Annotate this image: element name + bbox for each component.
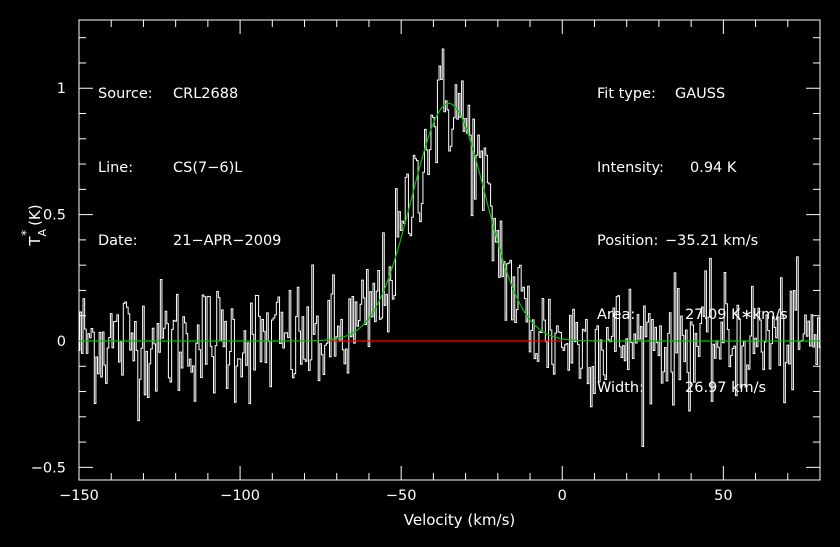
plot-frame — [78, 19, 821, 481]
x-axis-label: Velocity (km/s) — [404, 511, 515, 529]
y-label-sub: A — [36, 228, 49, 236]
info-value: 27.09 K∗km/s — [685, 306, 788, 323]
y-tick-label: −0.5 — [31, 460, 66, 476]
info-value: CRL2688 — [173, 86, 239, 102]
info-key: Width: — [597, 380, 645, 396]
info-source: Source: CRL2688 — [98, 82, 281, 107]
info-date: Date: 21−APR−2009 — [98, 229, 281, 254]
y-tick-label: 0 — [57, 334, 66, 350]
info-value: 21−APR−2009 — [173, 233, 282, 249]
x-tick-label: −50 — [386, 488, 417, 504]
y-label-main: T — [26, 236, 44, 247]
info-key: Fit type: — [597, 86, 656, 102]
info-value: 0.94 K — [690, 159, 737, 176]
info-width: Width: 26.97 km/s — [597, 376, 788, 401]
info-key: Line: — [98, 159, 134, 176]
gaussian-fit-line — [79, 102, 820, 342]
info-right: Fit type: GAUSS Intensity: 0.94 K Position… — [597, 33, 788, 425]
y-tick-label: 0.5 — [43, 208, 66, 224]
info-area: Area: 27.09 K∗km/s — [597, 303, 788, 328]
info-value: CS(7−6)L — [173, 159, 243, 176]
info-position: Position: −35.21 km/s — [597, 229, 788, 254]
info-key: Source: — [98, 86, 153, 102]
info-key: Intensity: — [597, 159, 664, 176]
info-value: 26.97 km/s — [685, 380, 767, 396]
y-tick-label: 1 — [57, 81, 66, 97]
x-tick-label: −100 — [220, 488, 260, 504]
info-key: Position: — [597, 233, 659, 249]
y-axis-label-text: TA* (K) — [19, 204, 49, 246]
info-key: Area: — [597, 306, 636, 323]
info-left: Source: CRL2688 Line: CS(7−6)L Date: 21−APR… — [98, 33, 281, 278]
info-value: GAUSS — [675, 86, 726, 102]
x-tick-label: −150 — [59, 488, 99, 504]
y-label-sup: * — [19, 230, 33, 236]
y-label-unit: (K) — [26, 204, 44, 226]
info-value: −35.21 km/s — [665, 233, 759, 249]
info-key: Date: — [98, 233, 138, 249]
spectrum-line — [78, 48, 821, 448]
info-intensity: Intensity: 0.94 K — [597, 156, 788, 181]
x-tick-label: 50 — [714, 488, 732, 504]
info-line: Line: CS(7−6)L — [98, 156, 281, 181]
info-fit-type: Fit type: GAUSS — [597, 82, 788, 107]
x-tick-label: 0 — [558, 488, 567, 504]
y-axis-label: TA* (K) — [19, 204, 49, 246]
